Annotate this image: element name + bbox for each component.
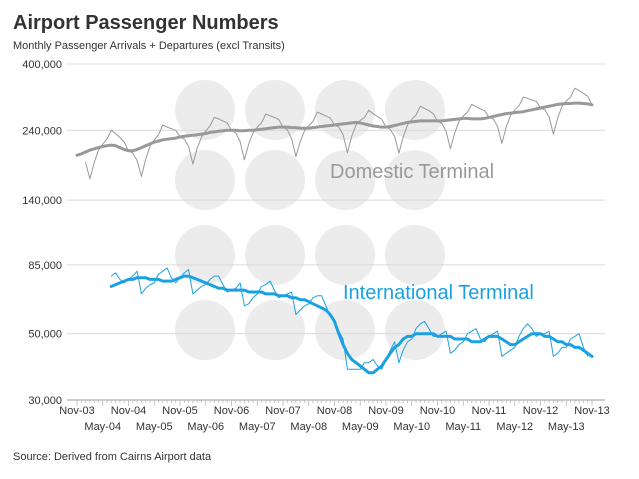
series-line [110, 267, 589, 370]
y-tick-label: 85,000 [28, 260, 62, 272]
series-label: Domestic Terminal [330, 161, 494, 183]
x-tick-label: Nov-10 [420, 405, 455, 417]
y-tick-label: 240,000 [22, 125, 62, 137]
trend-line [75, 101, 594, 157]
x-tick-label: May-08 [290, 421, 327, 433]
x-tick-label: Nov-09 [368, 405, 403, 417]
x-tick-label: Nov-06 [214, 405, 249, 417]
x-tick-label: May-05 [136, 421, 173, 433]
x-tick-label: May-12 [496, 421, 533, 433]
source-note: Source: Derived from Cairns Airport data [13, 451, 212, 463]
plot-area: 30,000 50,000 85,000 140,000 240,000 400,000 N… [22, 59, 610, 433]
x-tick-label: Nov-12 [523, 405, 558, 417]
y-tick-label: 50,000 [28, 329, 62, 341]
x-tick-label: May-07 [239, 421, 276, 433]
x-tick-label: Nov-11 [472, 405, 507, 417]
y-tick-label: 30,000 [28, 395, 62, 407]
x-tick-label: Nov-03 [59, 405, 94, 417]
series-line [85, 87, 593, 180]
x-tick-label: May-11 [445, 421, 481, 433]
x-tick-label: Nov-07 [265, 405, 300, 417]
x-tick-label: Nov-08 [317, 405, 352, 417]
x-tick-label: May-09 [342, 421, 379, 433]
x-tick-label: May-10 [393, 421, 430, 433]
chart-subtitle: Monthly Passenger Arrivals + Departures … [13, 40, 285, 52]
x-tick-label: Nov-13 [574, 405, 609, 417]
series-label: International Terminal [343, 282, 534, 304]
x-tick-label: May-04 [84, 421, 121, 433]
x-tick-label: May-06 [187, 421, 224, 433]
y-tick-label: 400,000 [22, 59, 62, 71]
chart-title: Airport Passenger Numbers [13, 12, 279, 34]
x-tick-label: Nov-05 [162, 405, 197, 417]
y-tick-label: 140,000 [22, 195, 62, 207]
x-tick-label: Nov-04 [111, 405, 146, 417]
background-decoration [175, 80, 445, 360]
trend-line [109, 274, 594, 375]
x-tick-label: May-13 [548, 421, 585, 433]
